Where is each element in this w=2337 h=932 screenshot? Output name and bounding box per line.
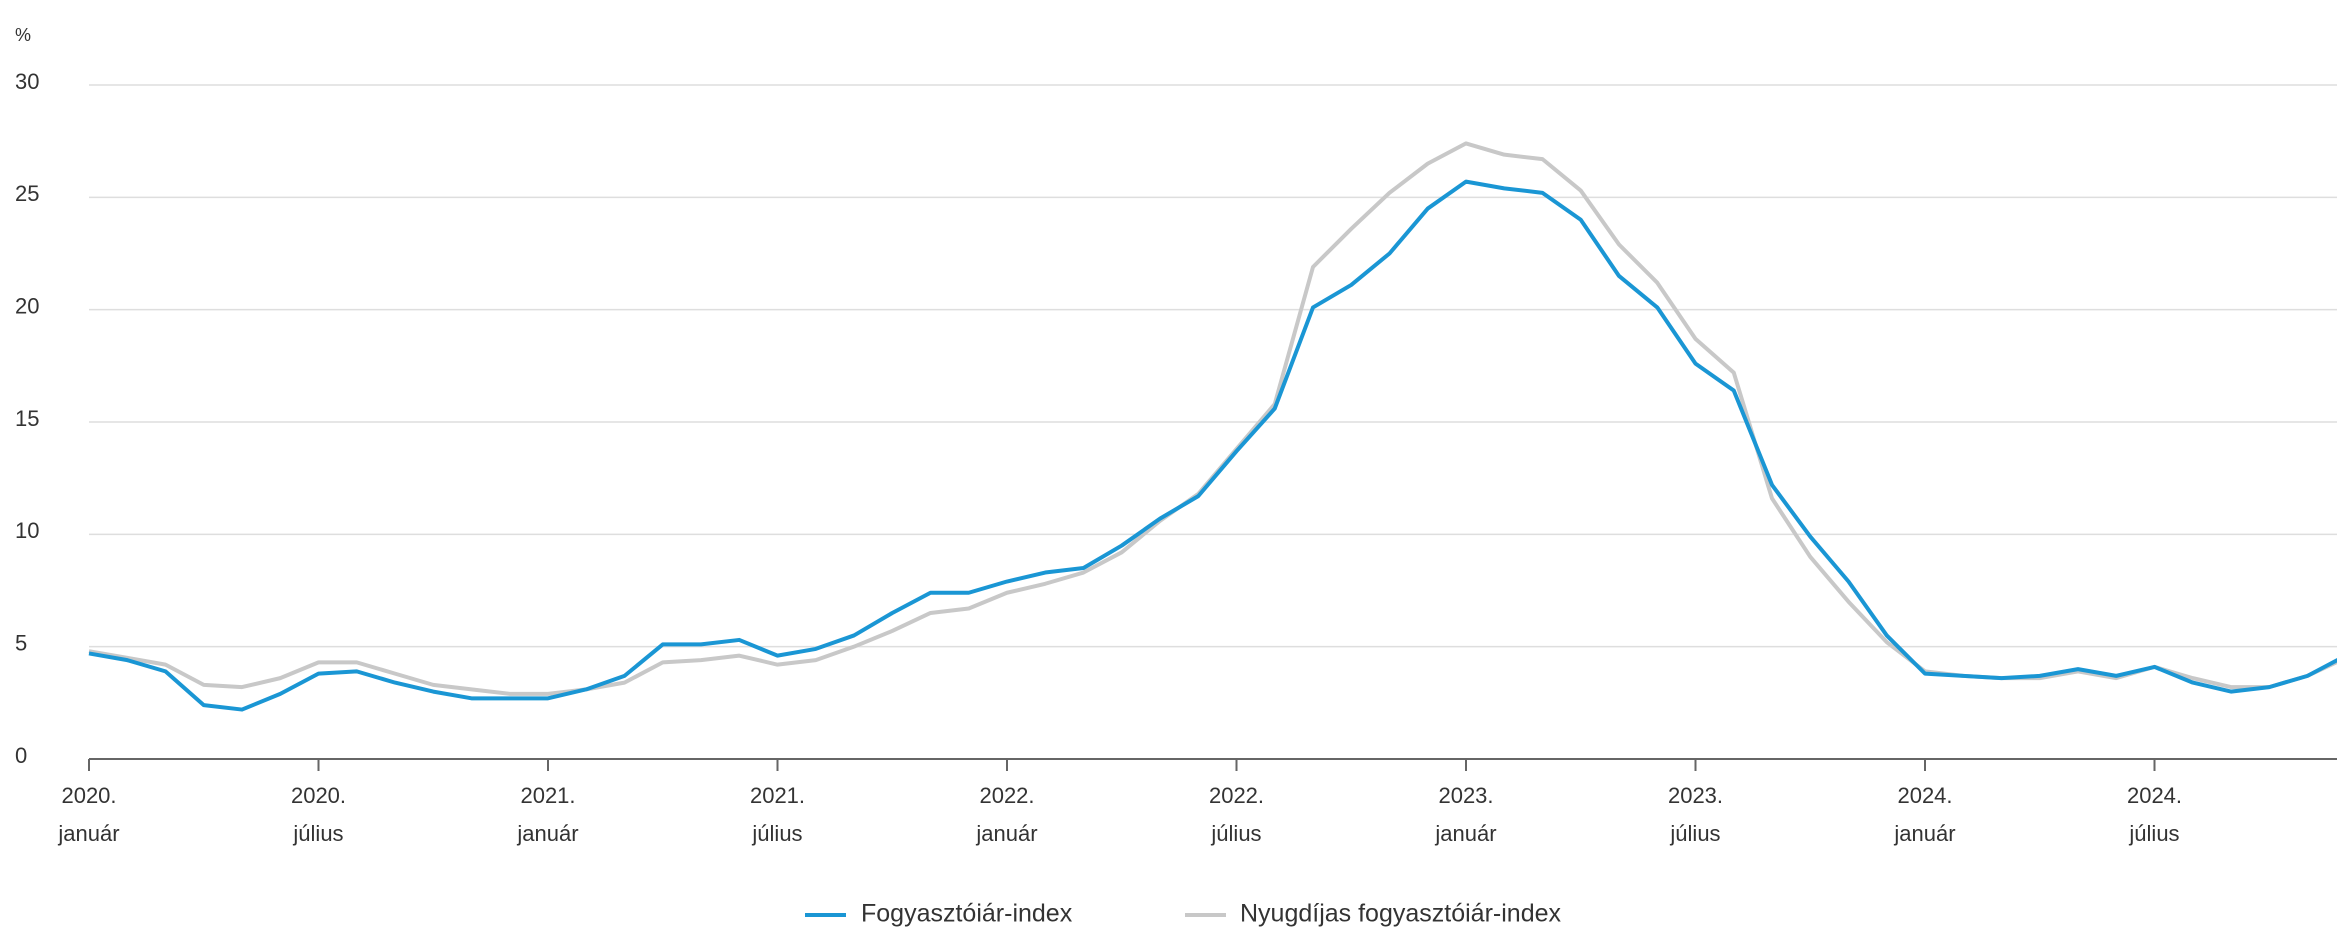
y-tick-label: 30 [15, 69, 39, 94]
y-axis-label: % [15, 25, 31, 45]
x-tick-label: július [292, 821, 343, 846]
y-tick-label: 20 [15, 293, 39, 318]
x-tick-label: 2021. [750, 783, 805, 808]
x-tick-label: január [1893, 821, 1955, 846]
x-tick-label: 2024. [2127, 783, 2182, 808]
x-tick-label: 2024. [1897, 783, 1952, 808]
x-tick-label: 2023. [1668, 783, 1723, 808]
y-tick-label: 0 [15, 743, 27, 768]
x-tick-label: július [1210, 821, 1261, 846]
x-tick-label: január [975, 821, 1037, 846]
legend-label: Fogyasztóiár-index [861, 900, 1073, 928]
x-tick-label: 2022. [979, 783, 1034, 808]
series-line [88, 179, 2337, 712]
x-tick-label: január [57, 821, 119, 846]
x-tick-label: január [1434, 821, 1496, 846]
x-tick-label: 2020. [61, 783, 116, 808]
x-tick-label: július [751, 821, 802, 846]
x-tick-label: január [516, 821, 578, 846]
y-tick-label: 25 [15, 181, 39, 206]
y-tick-label: 10 [15, 518, 39, 543]
y-tick-label: 5 [15, 630, 27, 655]
x-tick-label: 2023. [1438, 783, 1493, 808]
legend-label: Nyugdíjas fogyasztóiár-index [1240, 900, 1561, 928]
x-tick-label: 2022. [1209, 783, 1264, 808]
x-tick-label: 2020. [291, 783, 346, 808]
x-tick-label: július [1669, 821, 1720, 846]
x-tick-label: július [2128, 821, 2179, 846]
y-tick-label: 15 [15, 406, 39, 431]
series-line [88, 141, 2337, 696]
x-tick-label: 2021. [520, 783, 575, 808]
